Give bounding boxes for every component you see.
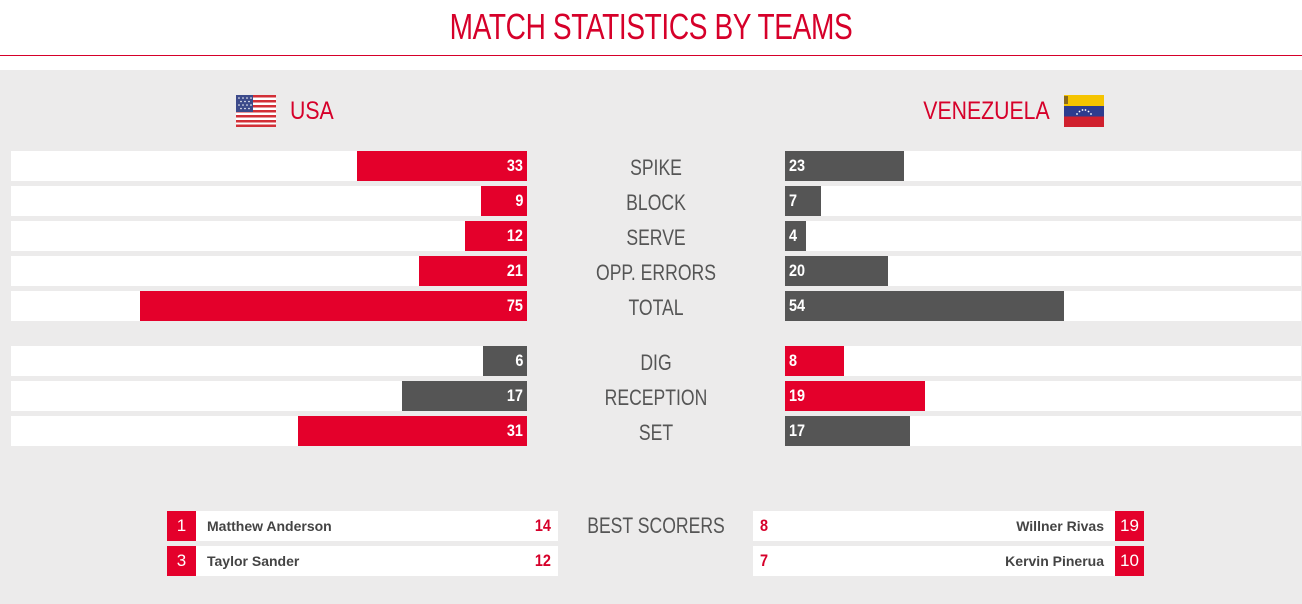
away-bar: 19	[785, 381, 925, 411]
away-bar-track	[785, 221, 1301, 251]
home-bar-track	[11, 346, 527, 376]
stat-category-label: DIG	[640, 350, 672, 375]
away-bar-value: 20	[789, 261, 806, 280]
away-scorer-row: 8 Willner Rivas 19	[753, 511, 1144, 541]
team-away-name: VENEZUELA	[923, 97, 1050, 125]
home-bar-value: 33	[506, 156, 523, 175]
player-name[interactable]: Willner Rivas	[1016, 518, 1104, 534]
home-bar-value: 9	[514, 191, 523, 210]
player-name[interactable]: Kervin Pinerua	[1005, 553, 1104, 569]
stat-category-label: SET	[638, 420, 674, 445]
player-points: 8	[760, 516, 769, 535]
away-bar: 4	[785, 221, 806, 251]
stat-category-label: SERVE	[626, 225, 686, 250]
home-bar-value: 17	[506, 386, 523, 405]
home-bar: 33	[357, 151, 527, 181]
home-bar: 31	[298, 416, 527, 446]
venezuela-flag-icon	[1064, 95, 1104, 127]
scorer-box: Matthew Anderson 14	[196, 511, 558, 541]
home-scorer-row: 1 Matthew Anderson 14	[167, 511, 558, 541]
away-bar: 54	[785, 291, 1064, 321]
player-name[interactable]: Taylor Sander	[207, 553, 300, 569]
player-points: 12	[534, 551, 551, 570]
home-bar: 17	[402, 381, 527, 411]
home-bar-value: 75	[506, 296, 523, 315]
player-number: 19	[1115, 511, 1144, 541]
team-home-name: USA	[290, 97, 334, 125]
page-header: MATCH STATISTICS BY TEAMS	[0, 0, 1302, 56]
away-scorer-row: 7 Kervin Pinerua 10	[753, 546, 1144, 576]
stat-category-label: OPP. ERRORS	[596, 260, 716, 285]
home-bar: 21	[419, 256, 527, 286]
stat-category-label: SPIKE	[630, 155, 682, 180]
away-bar: 17	[785, 416, 910, 446]
home-bar: 6	[483, 346, 527, 376]
home-bar-value: 31	[506, 421, 523, 440]
scorer-box: 8 Willner Rivas	[753, 511, 1115, 541]
player-name[interactable]: Matthew Anderson	[207, 518, 332, 534]
scorer-box: Taylor Sander 12	[196, 546, 558, 576]
away-bar: 8	[785, 346, 844, 376]
home-bar-value: 6	[514, 351, 523, 370]
away-bar-value: 4	[789, 226, 798, 245]
away-bar-value: 8	[789, 351, 798, 370]
home-bar-value: 21	[506, 261, 523, 280]
player-number: 1	[167, 511, 196, 541]
away-bar-track	[785, 346, 1301, 376]
away-bar-value: 7	[789, 191, 798, 210]
stat-category-label: BLOCK	[626, 190, 686, 215]
home-bar: 12	[465, 221, 527, 251]
away-bar: 7	[785, 186, 821, 216]
away-bar-value: 54	[789, 296, 806, 315]
player-number: 3	[167, 546, 196, 576]
team-away: VENEZUELA	[904, 95, 1104, 127]
away-bar-value: 23	[789, 156, 806, 175]
usa-flag-icon	[236, 95, 276, 127]
scorer-box: 7 Kervin Pinerua	[753, 546, 1115, 576]
player-points: 14	[534, 516, 551, 535]
stat-category-label: TOTAL	[628, 295, 684, 320]
away-bar-value: 17	[789, 421, 806, 440]
home-bar: 75	[140, 291, 527, 321]
home-bar: 9	[481, 186, 527, 216]
away-bar: 20	[785, 256, 888, 286]
stat-category-label: RECEPTION	[604, 385, 708, 410]
home-bar-track	[11, 186, 527, 216]
away-bar: 23	[785, 151, 904, 181]
player-number: 10	[1115, 546, 1144, 576]
away-bar-value: 19	[789, 386, 806, 405]
home-scorer-row: 3 Taylor Sander 12	[167, 546, 558, 576]
player-points: 7	[760, 551, 769, 570]
team-home: USA	[236, 95, 436, 127]
away-bar-track	[785, 186, 1301, 216]
page-title: MATCH STATISTICS BY TEAMS	[449, 6, 853, 47]
best-scorers-label: BEST SCORERS	[587, 513, 725, 538]
home-bar-value: 12	[506, 226, 523, 245]
home-bar-track	[11, 221, 527, 251]
